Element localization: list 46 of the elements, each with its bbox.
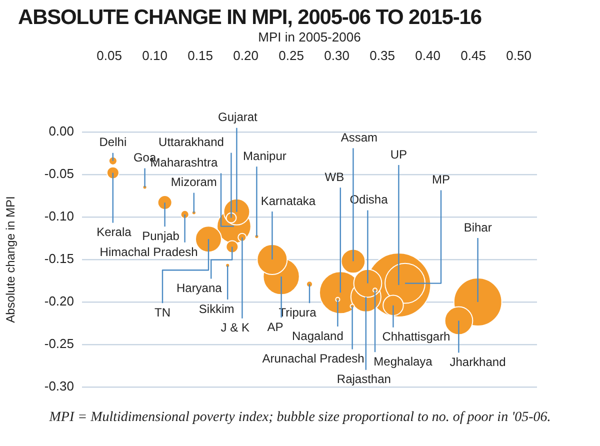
- x-tick-label: 0.05: [96, 48, 122, 63]
- x-tick-label: 0.15: [188, 48, 213, 63]
- annotation: Delhi: [99, 135, 127, 150]
- annotation: Mizoram: [170, 175, 217, 190]
- annotation: Karnataka: [260, 194, 316, 208]
- annotation: Punjab: [142, 228, 180, 243]
- x-tick-label: 0.25: [278, 48, 304, 63]
- y-tick-label: -0.10: [44, 208, 74, 224]
- annotation: TN: [154, 305, 170, 320]
- annotation: J & K: [220, 320, 250, 335]
- annotation: Bihar: [464, 220, 492, 234]
- annotation: Assam: [340, 130, 378, 145]
- annotation: Manipur: [243, 148, 286, 163]
- x-tick-label: 0.50: [506, 48, 532, 63]
- annotation: Chhattisgarh: [382, 330, 450, 344]
- annotation: MP: [432, 172, 450, 187]
- annotation: Sikkim: [198, 302, 234, 316]
- text: MPI = Multidimensional poverty index; bubble size proportional to no. of poor in '05-06.: [48, 410, 552, 426]
- annotation: UP: [390, 147, 408, 162]
- chart-title: ABSOLUTE CHANGE IN MPI, 2005-06 TO 2015-16: [18, 6, 482, 30]
- annotation: Arunachal Pradesh: [262, 352, 364, 366]
- x-tick-label: 0.20: [233, 48, 258, 63]
- x-axis-title: MPI in 2005-2006: [258, 29, 361, 44]
- annotation: Gujarat: [218, 110, 258, 124]
- y-tick-label: -0.25: [44, 336, 74, 352]
- annotation: Nagaland: [292, 328, 344, 343]
- annotation: Meghalaya: [374, 354, 433, 368]
- x-tick-label: 0.35: [370, 48, 395, 63]
- annotation: Himachal Pradesh: [100, 244, 198, 259]
- annotation: Kerala: [96, 225, 132, 240]
- x-tick-label: 0.45: [460, 48, 486, 63]
- x-tick-label: 0.30: [324, 48, 350, 63]
- y-tick-label: -0.15: [44, 251, 74, 266]
- annotation: Uttarakhand: [158, 135, 224, 150]
- annotation: AP: [267, 320, 284, 334]
- x-tick-label: 0.40: [415, 48, 440, 63]
- annotation: Haryana: [176, 281, 222, 296]
- y-tick-label: -0.30: [44, 378, 74, 394]
- y-axis-title: Absolute change in MPI: [4, 196, 18, 323]
- y-tick-label: -0.20: [44, 294, 74, 309]
- annotation: Rajasthan: [336, 372, 391, 386]
- y-tick-label: 0.00: [48, 124, 74, 139]
- y-tick-label: -0.05: [44, 166, 74, 182]
- x-tick-label: 0.10: [142, 48, 168, 63]
- annotation: Jharkhand: [450, 355, 506, 370]
- annotation: WB: [324, 170, 344, 184]
